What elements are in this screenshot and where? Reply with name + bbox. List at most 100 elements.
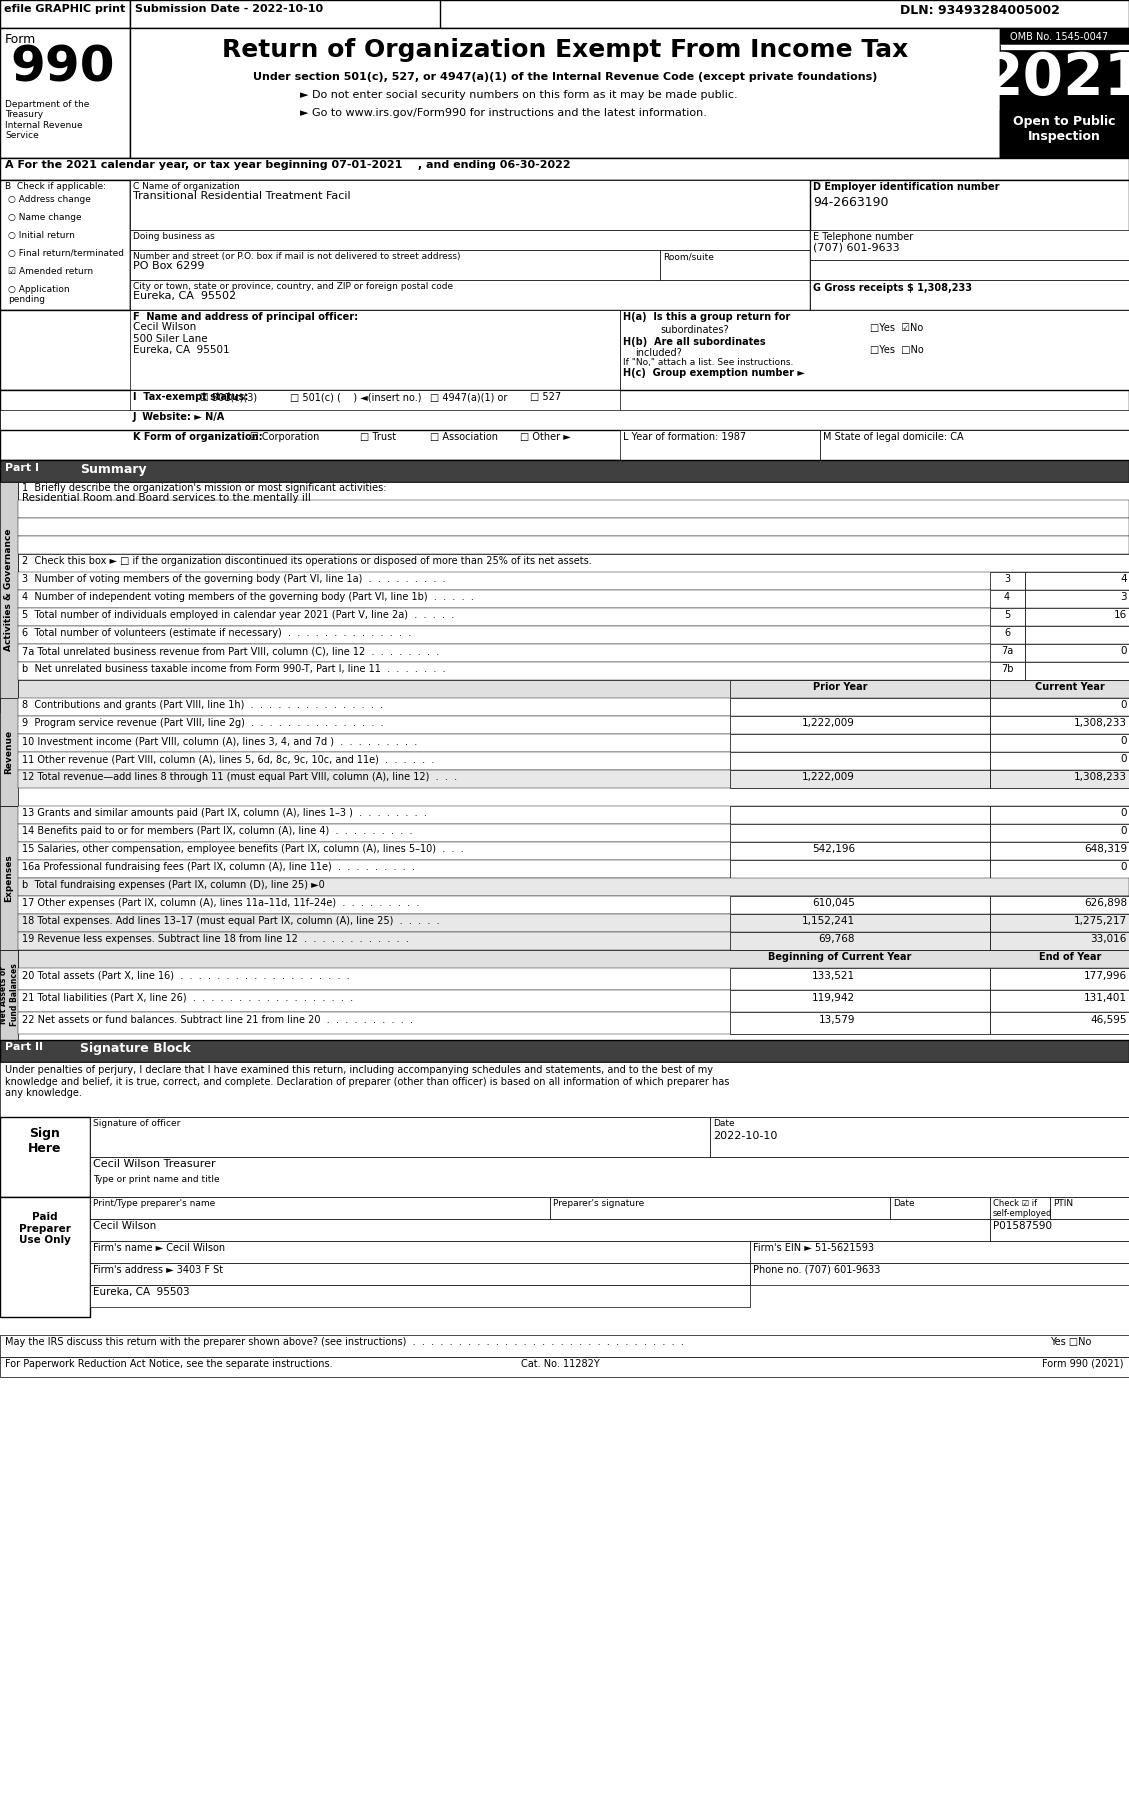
- Text: J  Website: ► N/A: J Website: ► N/A: [133, 412, 226, 423]
- Bar: [809, 230, 1129, 259]
- Text: b  Net unrelated business taxable income from Form 990-T, Part I, line 11  .  . : b Net unrelated business taxable income …: [21, 664, 446, 675]
- Bar: [730, 914, 990, 932]
- Text: L Year of formation: 1987: L Year of formation: 1987: [623, 432, 746, 443]
- Text: 15 Salaries, other compensation, employee benefits (Part IX, column (A), lines 5: 15 Salaries, other compensation, employe…: [21, 844, 464, 854]
- Bar: [990, 860, 1129, 878]
- Bar: [620, 430, 820, 461]
- Bar: [990, 680, 1129, 698]
- Bar: [750, 1263, 1129, 1284]
- Text: Sign
Here: Sign Here: [28, 1126, 62, 1156]
- Text: A For the 2021 calendar year, or tax year beginning 07-01-2021    , and ending 0: A For the 2021 calendar year, or tax yea…: [5, 160, 570, 171]
- Bar: [0, 0, 130, 27]
- Bar: [730, 769, 990, 787]
- Bar: [730, 735, 990, 753]
- Bar: [18, 735, 1129, 753]
- Text: □ 501(c) (    ) ◄(insert no.): □ 501(c) ( ) ◄(insert no.): [290, 392, 421, 403]
- Bar: [18, 717, 1129, 735]
- Text: 1  Briefly describe the organization's mission or most significant activities:: 1 Briefly describe the organization's mi…: [21, 483, 386, 493]
- Bar: [990, 896, 1129, 914]
- Text: 626,898: 626,898: [1084, 898, 1127, 909]
- Text: 0: 0: [1120, 825, 1127, 836]
- Text: 22 Net assets or fund balances. Subtract line 21 from line 20  .  .  .  .  .  . : 22 Net assets or fund balances. Subtract…: [21, 1016, 413, 1025]
- Bar: [990, 1012, 1129, 1034]
- Bar: [130, 250, 660, 279]
- Text: Firm's address ► 3403 F St: Firm's address ► 3403 F St: [93, 1264, 224, 1275]
- Text: Under section 501(c), 527, or 4947(a)(1) of the Internal Revenue Code (except pr: Under section 501(c), 527, or 4947(a)(1)…: [253, 73, 877, 82]
- Text: 1,308,233: 1,308,233: [1074, 773, 1127, 782]
- Text: End of Year: End of Year: [1039, 952, 1101, 961]
- Text: F  Name and address of principal officer:: F Name and address of principal officer:: [133, 312, 358, 323]
- Text: D Employer identification number: D Employer identification number: [813, 181, 999, 192]
- Bar: [990, 717, 1129, 735]
- Bar: [1025, 590, 1129, 608]
- Bar: [90, 1263, 750, 1284]
- Text: 1,308,233: 1,308,233: [1074, 718, 1127, 727]
- Bar: [730, 805, 990, 824]
- Text: ☑ 501(c)(3): ☑ 501(c)(3): [200, 392, 257, 403]
- Text: Beginning of Current Year: Beginning of Current Year: [769, 952, 912, 961]
- Text: ► Do not enter social security numbers on this form as it may be made public.: ► Do not enter social security numbers o…: [300, 91, 737, 100]
- Bar: [130, 0, 440, 27]
- Text: Residential Room and Board services to the mentally ill: Residential Room and Board services to t…: [21, 493, 310, 502]
- Bar: [550, 1197, 890, 1219]
- Bar: [1025, 608, 1129, 626]
- Bar: [1000, 44, 1129, 51]
- Text: 8  Contributions and grants (Part VIII, line 1h)  .  .  .  .  .  .  .  .  .  .  : 8 Contributions and grants (Part VIII, l…: [21, 700, 383, 709]
- Text: 9  Program service revenue (Part VIII, line 2g)  .  .  .  .  .  .  .  .  .  .  .: 9 Program service revenue (Part VIII, li…: [21, 718, 384, 727]
- Text: 648,319: 648,319: [1084, 844, 1127, 854]
- Bar: [710, 1117, 1129, 1157]
- Text: Date: Date: [714, 1119, 735, 1128]
- Bar: [130, 180, 809, 310]
- Bar: [18, 571, 1129, 590]
- Bar: [990, 824, 1129, 842]
- Bar: [18, 896, 1129, 914]
- Text: subordinates?: subordinates?: [660, 325, 728, 336]
- Bar: [730, 680, 990, 698]
- Text: 1,222,009: 1,222,009: [802, 773, 855, 782]
- Bar: [890, 1197, 990, 1219]
- Bar: [0, 805, 18, 951]
- Bar: [18, 1012, 1129, 1034]
- Text: Form: Form: [5, 33, 36, 45]
- Text: 16a Professional fundraising fees (Part IX, column (A), line 11e)  .  .  .  .  .: 16a Professional fundraising fees (Part …: [21, 862, 415, 873]
- Text: 19 Revenue less expenses. Subtract line 18 from line 12  .  .  .  .  .  .  .  . : 19 Revenue less expenses. Subtract line …: [21, 934, 409, 943]
- Text: 131,401: 131,401: [1084, 992, 1127, 1003]
- Text: 133,521: 133,521: [812, 970, 855, 981]
- Bar: [1025, 571, 1129, 590]
- Text: (707) 601-9633: (707) 601-9633: [813, 241, 900, 252]
- Bar: [18, 662, 1129, 680]
- Text: K Form of organization:: K Form of organization:: [133, 432, 263, 443]
- Bar: [130, 390, 620, 430]
- Bar: [990, 698, 1129, 717]
- Text: 6: 6: [1004, 628, 1010, 639]
- Bar: [18, 501, 1129, 519]
- Text: 0: 0: [1120, 862, 1127, 873]
- Bar: [990, 990, 1129, 1012]
- Text: Eureka, CA  95503: Eureka, CA 95503: [93, 1286, 190, 1297]
- Bar: [990, 571, 1025, 590]
- Text: B  Check if applicable:: B Check if applicable:: [5, 181, 106, 190]
- Bar: [18, 590, 1129, 608]
- Text: 69,768: 69,768: [819, 934, 855, 943]
- Text: 4: 4: [1120, 573, 1127, 584]
- Text: For Paperwork Reduction Act Notice, see the separate instructions.: For Paperwork Reduction Act Notice, see …: [5, 1359, 333, 1370]
- Text: ○ Final return/terminated: ○ Final return/terminated: [8, 249, 124, 258]
- Bar: [809, 259, 1129, 279]
- Bar: [18, 698, 1129, 717]
- Text: □Yes  ☑No: □Yes ☑No: [870, 323, 924, 334]
- Text: Part I: Part I: [5, 463, 40, 473]
- Text: 3  Number of voting members of the governing body (Part VI, line 1a)  .  .  .  .: 3 Number of voting members of the govern…: [21, 573, 446, 584]
- Text: ○ Name change: ○ Name change: [8, 212, 81, 221]
- Text: DLN: 93493284005002: DLN: 93493284005002: [900, 4, 1060, 16]
- Text: Summary: Summary: [80, 463, 147, 475]
- Bar: [0, 27, 130, 158]
- Text: Cat. No. 11282Y: Cat. No. 11282Y: [520, 1359, 599, 1370]
- Text: 2021: 2021: [983, 51, 1129, 107]
- Text: E Telephone number: E Telephone number: [813, 232, 913, 241]
- Bar: [0, 1357, 1129, 1377]
- Bar: [18, 860, 1129, 878]
- Bar: [90, 1117, 710, 1157]
- Bar: [620, 310, 1129, 390]
- Text: 21 Total liabilities (Part X, line 26)  .  .  .  .  .  .  .  .  .  .  .  .  .  .: 21 Total liabilities (Part X, line 26) .…: [21, 992, 353, 1003]
- Text: 33,016: 33,016: [1091, 934, 1127, 943]
